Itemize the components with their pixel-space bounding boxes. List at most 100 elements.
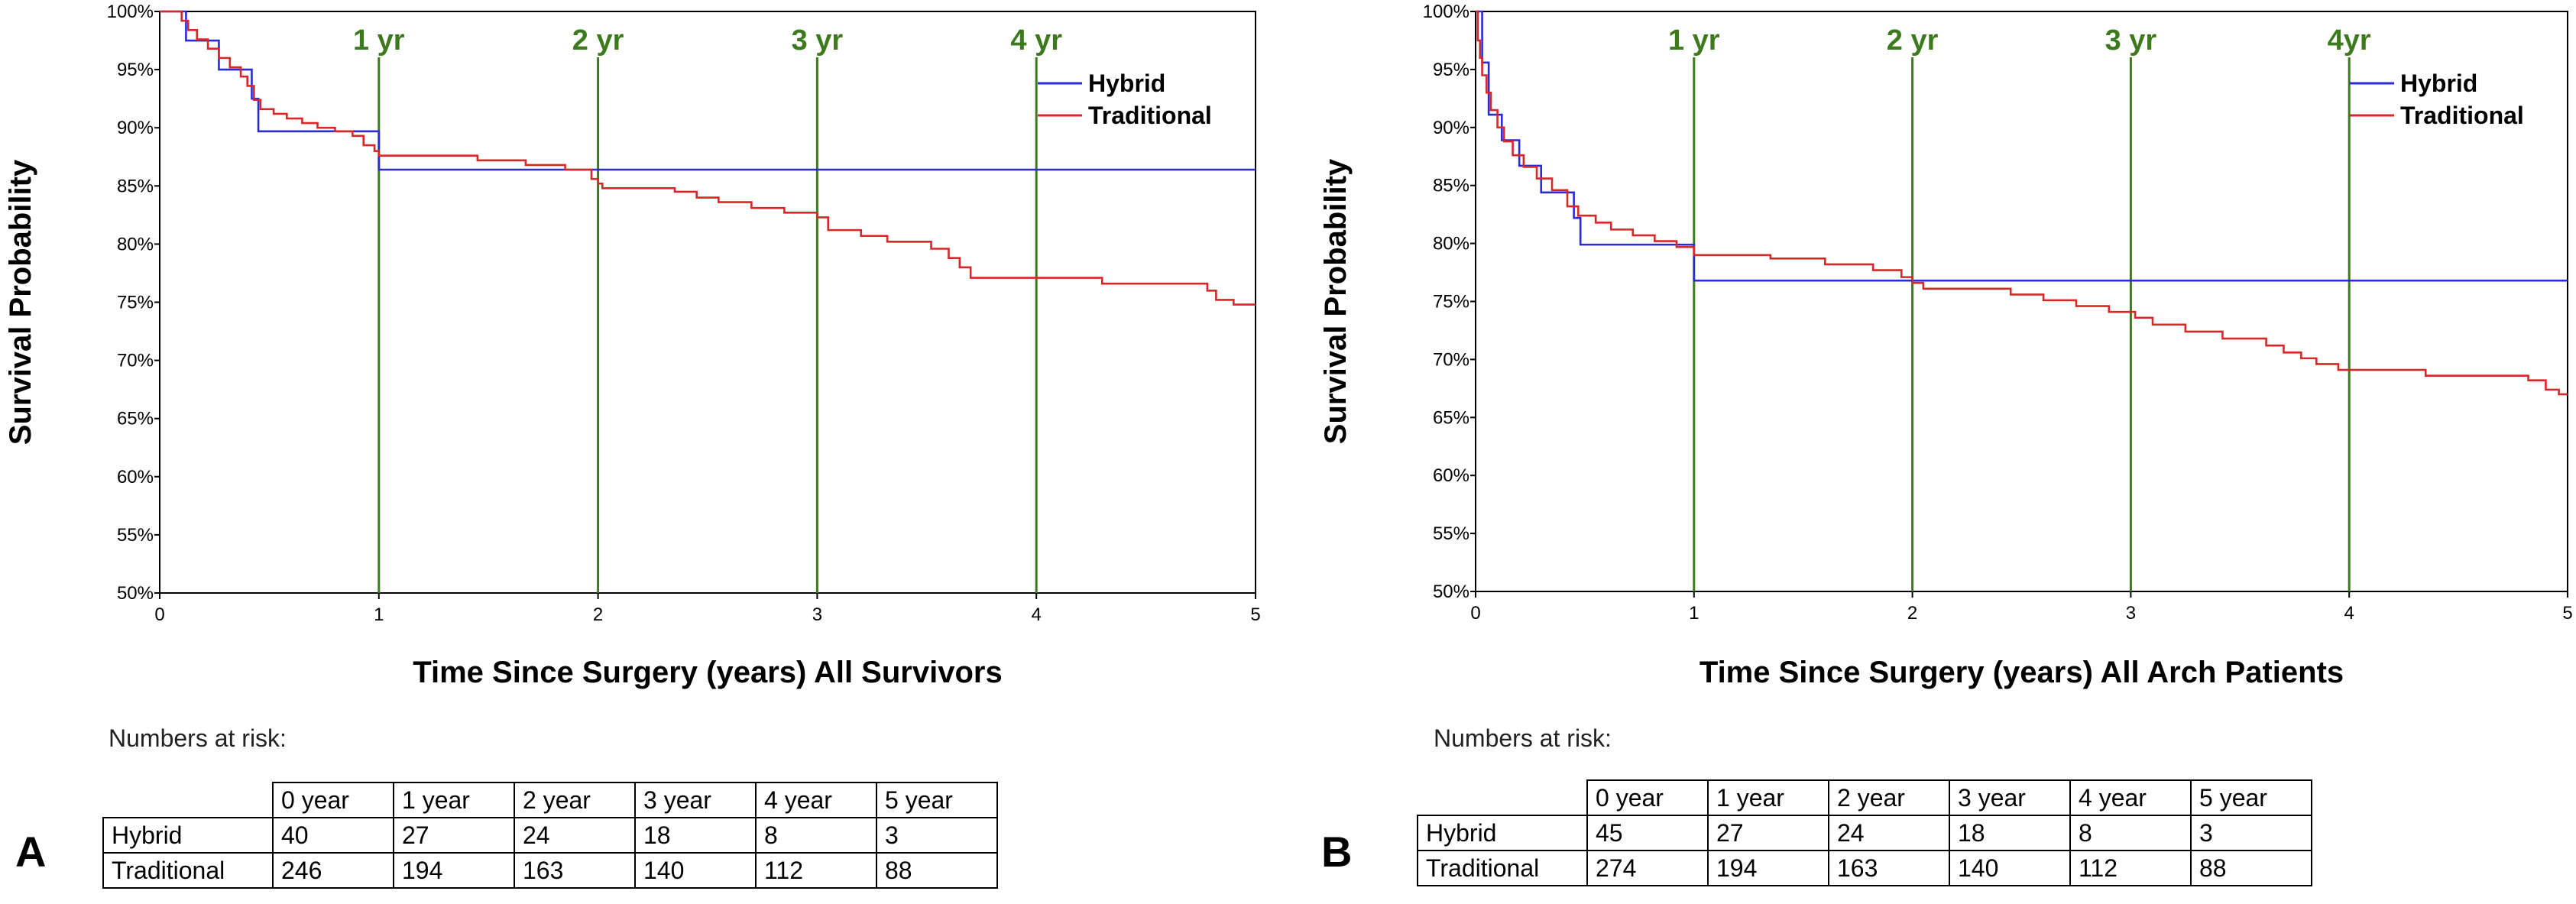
y-tick-label: 70%: [1433, 349, 1469, 370]
plot-frame: [1475, 11, 2568, 592]
risk-table-b: 0 year 1 year 2 year 3 year 4 year 5 yea…: [1417, 779, 2312, 886]
x-tick-label: 2: [593, 604, 603, 625]
panel-letter-b: B: [1321, 828, 1353, 876]
y-tick-label: 85%: [1433, 176, 1469, 196]
legend-label: Traditional: [1088, 102, 1212, 129]
risk-col-header: 3 year: [634, 782, 757, 818]
survival-curve-traditional: [160, 10, 1256, 306]
risk-col-header: 1 year: [1707, 779, 1829, 816]
plot-frame: [159, 11, 1256, 594]
x-tick-label: 3: [812, 604, 822, 625]
risk-heading-a: Numbers at risk:: [109, 724, 287, 752]
reference-label: 2 yr: [572, 24, 624, 57]
y-tick-label: 95%: [117, 60, 154, 80]
survival-panel-a: 50% 55% 60% 65% 70% 75% 80% 85% 90% 95% 100% 0 1 2 3 4 5…: [4, 2, 1261, 889]
risk-value: 274: [1586, 850, 1709, 886]
y-tick-label: 90%: [117, 118, 154, 138]
y-tick-label: 55%: [1433, 523, 1469, 544]
reference-label: 1 yr: [1668, 24, 1720, 57]
x-tick-label: 5: [1250, 604, 1260, 625]
risk-row-traditional: Traditional 246 194 163 140 112 88: [102, 852, 998, 889]
y-tick-label: 95%: [1433, 60, 1469, 80]
y-tick-label: 65%: [1433, 407, 1469, 428]
survival-curve-traditional: [1476, 10, 2568, 396]
x-tick-label: 5: [2562, 603, 2572, 624]
risk-table-a: 0 year 1 year 2 year 3 year 4 year 5 yea…: [102, 782, 998, 889]
x-tick-label: 4: [1032, 604, 1042, 625]
y-tick-label: 90%: [1433, 118, 1469, 138]
risk-value: 18: [1949, 815, 2071, 851]
x-tick-label: 0: [1470, 603, 1480, 624]
risk-corner-cell: [103, 782, 274, 818]
y-tick-label: 80%: [1433, 234, 1469, 254]
risk-value: 8: [755, 817, 877, 854]
y-tick-label: 75%: [117, 293, 154, 313]
risk-value: 24: [514, 817, 636, 854]
risk-value: 88: [2190, 850, 2312, 886]
y-axis-title: Survival Probability: [1319, 158, 1353, 444]
risk-value: 3: [2190, 815, 2312, 851]
x-tick-label: 2: [1907, 603, 1917, 624]
survival-chart-b: 50% 55% 60% 65% 70% 75% 80% 85% 90% 95% 100% 0 1 2 3 4 5…: [1319, 2, 2573, 689]
risk-value: 45: [1586, 815, 1709, 851]
risk-value: 88: [876, 852, 998, 889]
x-tick-label: 3: [2126, 603, 2136, 624]
reference-label: 1 yr: [353, 24, 405, 57]
risk-value: 246: [272, 852, 394, 889]
y-tick-label: 50%: [1433, 582, 1469, 602]
y-tick-label: 60%: [117, 467, 154, 488]
y-tick-label: 50%: [117, 583, 154, 604]
survival-curve-hybrid: [160, 10, 1256, 171]
risk-col-header: 3 year: [1949, 779, 2071, 816]
survival-panel-b: 50% 55% 60% 65% 70% 75% 80% 85% 90% 95% 100% 0 1 2 3 4 5…: [1315, 0, 2576, 904]
risk-value: 40: [272, 817, 394, 854]
x-tick-label: 1: [374, 604, 384, 625]
reference-label: 4yr: [2328, 24, 2371, 57]
risk-value: 27: [1707, 815, 1829, 851]
risk-row-label: Traditional: [102, 852, 274, 889]
y-tick-label: 100%: [107, 2, 154, 22]
risk-corner-cell: [1418, 780, 1588, 816]
legend-label: Hybrid: [2400, 70, 2477, 97]
y-tick-label: 65%: [117, 409, 154, 429]
reference-label: 2 yr: [1887, 24, 1939, 57]
x-tick-label: 1: [1689, 603, 1699, 624]
risk-row-hybrid: Hybrid 40 27 24 18 8 3: [102, 817, 998, 854]
risk-value: 140: [634, 852, 757, 889]
risk-col-header: 1 year: [393, 782, 515, 818]
y-tick-label: 60%: [1433, 465, 1469, 486]
risk-heading-b: Numbers at risk:: [1434, 724, 1612, 752]
risk-value: 194: [393, 852, 515, 889]
risk-col-header: 0 year: [272, 782, 394, 818]
risk-value: 140: [1949, 850, 2071, 886]
risk-value: 163: [514, 852, 636, 889]
x-axis-title: Time Since Surgery (years) All Survivors: [413, 656, 1002, 689]
risk-row-hybrid: Hybrid 45 27 24 18 8 3: [1417, 815, 2312, 851]
risk-col-header: 2 year: [514, 782, 636, 818]
risk-value: 27: [393, 817, 515, 854]
y-axis-title: Survival Probability: [4, 159, 37, 445]
risk-col-header: 2 year: [1828, 779, 1950, 816]
panel-letter-a: A: [15, 828, 47, 876]
legend-label: Hybrid: [1088, 70, 1165, 97]
risk-value: 24: [1828, 815, 1950, 851]
risk-col-header: 4 year: [755, 782, 877, 818]
risk-header-row: 0 year 1 year 2 year 3 year 4 year 5 yea…: [1418, 779, 2312, 816]
risk-header-row: 0 year 1 year 2 year 3 year 4 year 5 yea…: [103, 782, 998, 818]
y-tick-label: 55%: [117, 525, 154, 546]
legend-label: Traditional: [2400, 102, 2524, 129]
risk-value: 194: [1707, 850, 1829, 886]
x-tick-label: 4: [2344, 603, 2354, 624]
reference-label: 3 yr: [2105, 24, 2157, 57]
x-tick-label: 0: [154, 604, 164, 625]
risk-value: 8: [2069, 815, 2192, 851]
risk-value: 112: [2069, 850, 2192, 886]
risk-col-header: 0 year: [1586, 779, 1709, 816]
survival-curve-hybrid: [1476, 10, 2568, 282]
risk-row-traditional: Traditional 274 194 163 140 112 88: [1417, 850, 2312, 886]
y-tick-label: 70%: [117, 351, 154, 371]
survival-chart-a: 50% 55% 60% 65% 70% 75% 80% 85% 90% 95% 100% 0 1 2 3 4 5…: [4, 2, 1261, 689]
risk-value: 112: [755, 852, 877, 889]
risk-col-header: 4 year: [2069, 779, 2192, 816]
risk-row-label: Hybrid: [1417, 815, 1588, 851]
